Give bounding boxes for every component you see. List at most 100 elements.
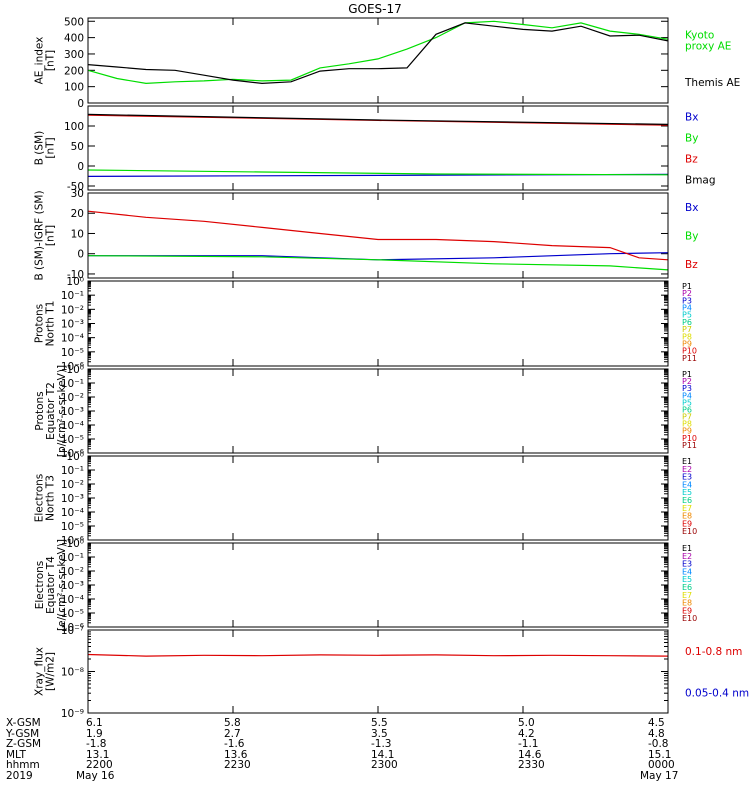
series-line-by — [87, 255, 669, 271]
series-line-bx — [88, 252, 669, 261]
y-tick-label: 50 — [71, 141, 84, 153]
legend-entry: Kyoto — [685, 29, 714, 41]
y-axis-label: AE_index — [34, 37, 46, 85]
panel-6: 10⁰ 10⁻¹ 10⁻² 10⁻³ 10⁻⁴ 10⁻⁵ 10⁻⁶ Electrons Nort… — [34, 451, 698, 547]
series-line-by — [87, 169, 669, 176]
panel-frame — [87, 542, 669, 628]
legend-entry: 0.1-0.8 nm — [685, 646, 742, 658]
legend-entry: P2 — [682, 289, 692, 298]
y-tick-label: 10⁻⁴ — [61, 594, 84, 606]
y-tick-label: 500 — [64, 16, 84, 28]
y-tick-label: 0 — [77, 98, 84, 110]
ephemeris-value: -1.3 — [371, 738, 392, 750]
y-tick-label: 20 — [71, 208, 84, 220]
ephemeris-value: 14.6 — [518, 748, 542, 761]
y-axis-label: Equator T2 — [45, 382, 57, 440]
y-tick-label: 10⁻¹ — [61, 552, 84, 564]
ephemeris-value: 13.1 — [86, 748, 110, 761]
legend-entry: E9 — [682, 519, 692, 528]
legend-entry: P11 — [682, 354, 697, 363]
y-axis-label: B (SM) — [34, 131, 46, 165]
y-tick-label: 10⁻⁵ — [61, 608, 84, 620]
panel-2: -50 0 50 100 B (SM) [nT] Bx By Bz Bmag — [34, 105, 716, 193]
legend-entry: E3 — [682, 473, 692, 482]
legend-entry: P8 — [682, 420, 692, 429]
series-line-bz — [87, 210, 669, 261]
panel-4: 10⁰ 10⁻¹ 10⁻² 10⁻³ 10⁻⁴ 10⁻⁵ 10⁻⁶ Protons North … — [34, 276, 698, 373]
series-line-bmag — [87, 113, 669, 125]
legend-entry: E5 — [682, 575, 692, 584]
legend-entry: P3 — [682, 384, 692, 393]
panel-frame — [87, 105, 669, 191]
legend-entry: P11 — [682, 441, 697, 450]
y-axis-label: [e/(cm²-s-sr-keV)] — [56, 539, 68, 631]
legend-entry: P10 — [682, 434, 697, 443]
ephemeris-value: 2230 — [224, 759, 251, 771]
y-axis-label: [nT] — [45, 50, 57, 71]
legend-entry: P7 — [682, 413, 692, 422]
y-tick-label: 100 — [64, 121, 84, 133]
y-tick-label: 10 — [71, 228, 84, 240]
y-tick-label: 10⁻² — [61, 392, 84, 404]
ephemeris-label: Y-GSM — [6, 727, 40, 740]
y-tick-label: 10⁻⁴ — [61, 507, 84, 519]
ephemeris-label: X-GSM — [6, 717, 41, 729]
legend-entry: P4 — [682, 304, 692, 313]
series-line-kyoto-proxy-ae — [87, 20, 669, 85]
y-tick-label: 10⁻⁸ — [61, 667, 84, 679]
legend-entry: P1 — [682, 282, 692, 291]
legend-entry: P7 — [682, 325, 692, 334]
y-axis-label: [nT] — [45, 137, 57, 158]
ephemeris-value: 15.1 — [648, 748, 672, 761]
legend-entry: P2 — [682, 377, 692, 386]
ephemeris-label: 2019 — [6, 769, 33, 782]
ephemeris-value: 5.8 — [224, 717, 241, 729]
y-tick-label: 0 — [77, 161, 84, 173]
ephemeris-value: 5.0 — [518, 717, 535, 729]
legend-entry: Bx — [685, 112, 698, 124]
y-tick-label: 10⁻⁵ — [61, 521, 84, 533]
legend-entry: P9 — [682, 427, 692, 436]
ephemeris-value: 4.2 — [518, 727, 535, 740]
legend-entry: E10 — [682, 527, 697, 536]
ephemeris-value: 5.5 — [371, 717, 388, 729]
y-tick-label: 10⁻¹ — [61, 290, 84, 302]
y-tick-label: 10⁻² — [61, 304, 84, 316]
ephemeris-value: -1.1 — [518, 738, 539, 750]
legend-entry: By — [685, 231, 698, 243]
y-tick-label: 10⁰ — [66, 538, 84, 550]
y-tick-label: 10⁻¹ — [61, 378, 84, 390]
ephemeris-value: 4.8 — [648, 727, 665, 740]
ephemeris-value: 14.1 — [371, 748, 395, 761]
legend-entry: E2 — [682, 465, 692, 474]
plot-title: GOES-17 — [348, 2, 402, 16]
y-tick-label: 10⁻⁵ — [61, 347, 84, 359]
y-tick-label: 10⁻³ — [61, 580, 84, 592]
y-tick-label: 10⁰ — [66, 364, 84, 376]
panel-frame — [87, 192, 669, 279]
y-tick-label: 10⁻⁶ — [61, 535, 84, 547]
legend-entry: E3 — [682, 560, 692, 569]
ephemeris-value: 3.5 — [371, 727, 388, 740]
legend-entry: E9 — [682, 606, 692, 615]
ephemeris-value: May 16 — [76, 769, 115, 782]
y-axis-label: Electrons — [34, 474, 46, 523]
ephemeris-value: 2.7 — [224, 727, 241, 740]
y-tick-label: -10 — [67, 269, 84, 281]
y-tick-label: 10⁻² — [61, 566, 84, 578]
legend-entry: By — [685, 133, 698, 145]
y-tick-label: 10⁻⁴ — [61, 420, 84, 432]
y-tick-label: 10⁰ — [66, 276, 84, 288]
panel-frame — [87, 455, 669, 541]
legend-entry: P1 — [682, 370, 692, 379]
y-tick-label: 0 — [77, 249, 84, 261]
y-tick-label: 30 — [71, 188, 84, 200]
y-axis-label: North T1 — [45, 301, 57, 347]
legend-entry: P4 — [682, 391, 692, 400]
y-axis-label: Protons — [34, 391, 46, 430]
legend-entry: P3 — [682, 296, 692, 305]
legend-entry: E4 — [682, 480, 692, 489]
ephemeris-value: 4.5 — [648, 717, 665, 729]
y-axis-label: Electrons — [34, 561, 46, 610]
